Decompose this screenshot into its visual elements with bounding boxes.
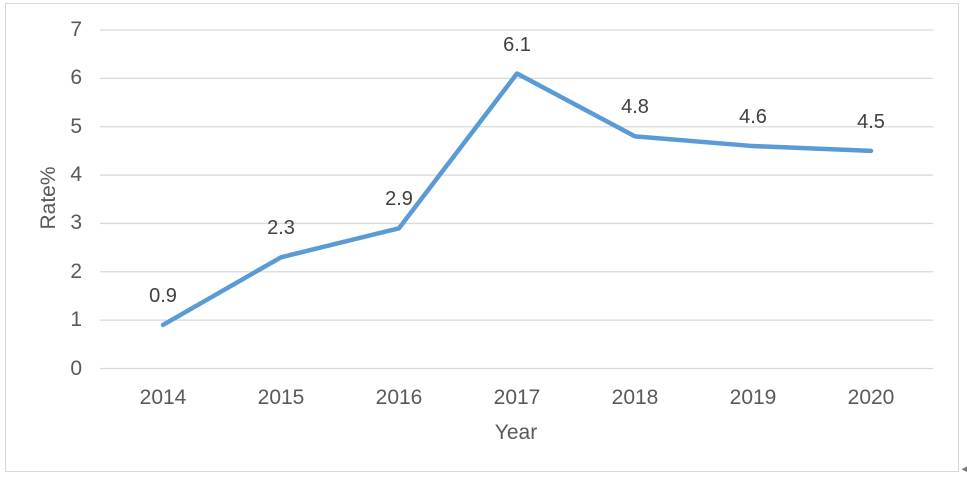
data-series-line xyxy=(160,71,874,328)
scroll-left-arrow-icon[interactable]: ◄ xyxy=(959,461,967,476)
chart-frame xyxy=(5,3,959,472)
